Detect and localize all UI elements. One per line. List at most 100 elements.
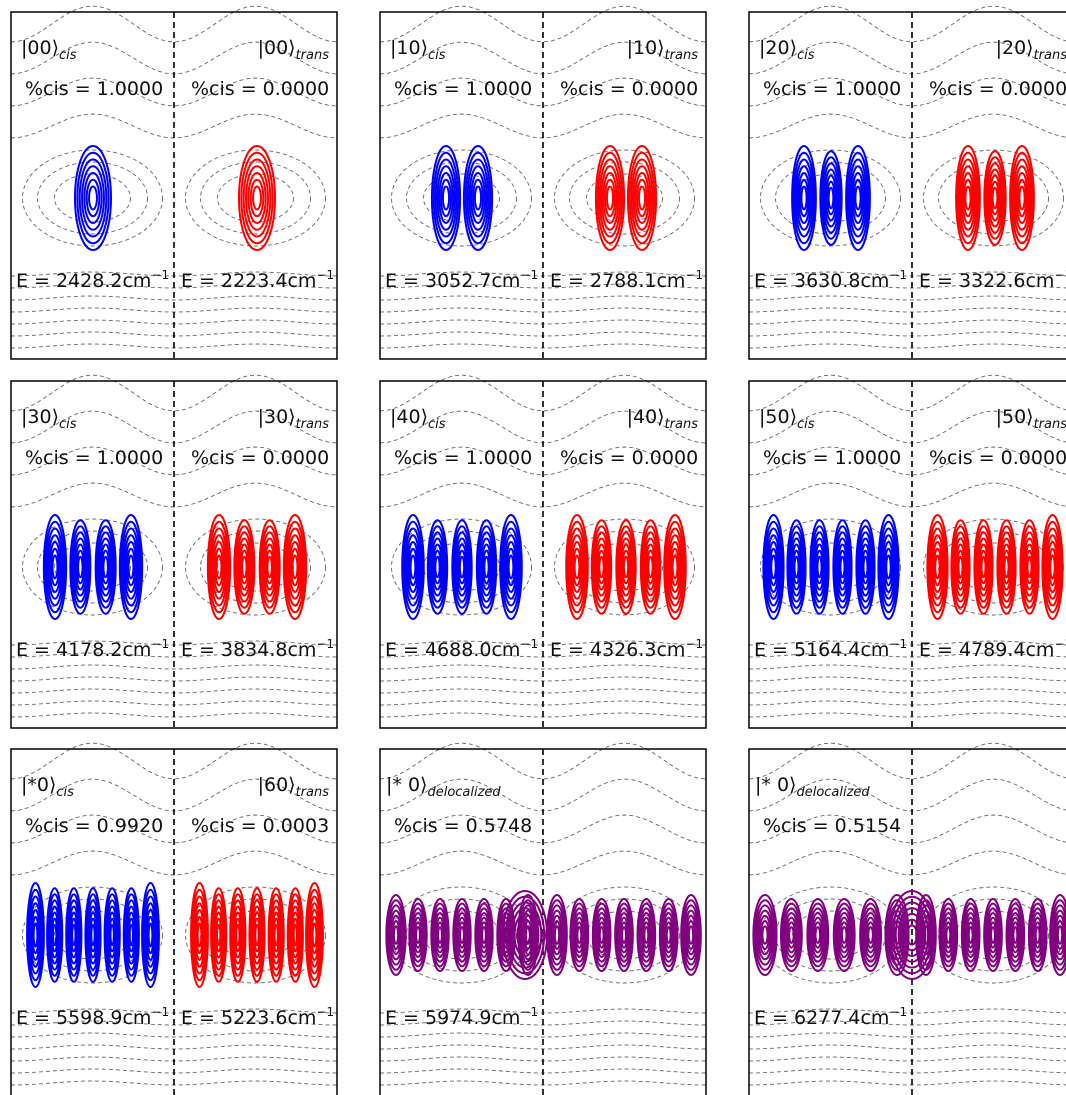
wavefunction-contour — [69, 519, 92, 615]
wavefunction-contour — [1021, 531, 1038, 603]
wavefunction-contour — [791, 145, 817, 251]
wavefunction-contour — [765, 527, 782, 607]
percent-cis: %cis = 0.5748 — [394, 815, 532, 837]
wavefunction-contour — [950, 519, 971, 615]
potential-contour-bottom — [10, 307, 338, 313]
wavefunction-contour — [621, 549, 631, 585]
wavefunction-contour — [500, 520, 522, 614]
wavefunction-contour — [665, 926, 672, 944]
wavefunction-contour — [432, 907, 448, 963]
wavefunction-contour — [548, 904, 566, 966]
wavefunction-contour — [986, 912, 1000, 958]
wavefunction-contour — [569, 898, 590, 972]
wavefunction-contour — [426, 519, 449, 615]
potential-contour-bottom — [748, 712, 1066, 718]
wavefunction-contour — [865, 921, 876, 949]
wavefunction-contour — [856, 525, 875, 609]
wavefunction-contour — [889, 890, 935, 980]
wavefunction-contour — [759, 920, 771, 950]
wavefunction-contour — [598, 926, 605, 944]
wavefunction-contour — [570, 902, 589, 968]
wavefunction-contour — [95, 525, 116, 609]
wavefunction-contour — [507, 554, 515, 580]
wavefunction-contour — [27, 888, 44, 982]
wavefunction-contour — [794, 158, 814, 238]
state-label-cis: |*0⟩cis — [21, 774, 74, 800]
potential-contour-bottom — [10, 295, 338, 301]
potential-well-contour — [37, 161, 148, 235]
wavefunction-contour — [788, 926, 795, 944]
potential-well-contour — [554, 149, 695, 247]
wavefunction-contour — [481, 926, 487, 944]
wavefunction-contour — [521, 909, 535, 961]
wavefunction-contour — [667, 534, 683, 600]
wavefunction-contour — [76, 151, 110, 245]
potential-well-contour — [760, 149, 901, 247]
wavefunction-contour — [1013, 165, 1031, 231]
wavefunction-contour — [834, 531, 851, 603]
wavefunction-contour — [215, 554, 223, 580]
state-label-cis: |40⟩cis — [390, 406, 446, 432]
panel-frame — [748, 11, 1066, 360]
wavefunction-contour — [964, 185, 972, 211]
potential-well-contour — [200, 161, 311, 235]
wavefunction-contour — [939, 902, 958, 968]
energy-trans: E = 2788.1cm−1 — [550, 268, 703, 292]
wavefunction-contour — [453, 531, 471, 603]
wavefunction-contour — [120, 520, 142, 614]
wavefunction-contour — [408, 898, 428, 972]
wavefunction-contour — [254, 923, 260, 947]
potential-well-contour — [54, 173, 131, 223]
wavefunction-contour — [863, 912, 878, 958]
wavefunction-contour — [885, 554, 892, 580]
wavefunction-contour — [752, 894, 778, 976]
wavefunction-contour — [687, 925, 695, 945]
wavefunction-contour — [636, 898, 657, 972]
potential-contour-bottom — [379, 676, 707, 682]
wavefunction-contour — [822, 162, 840, 234]
wavefunction-contour — [636, 178, 648, 218]
energy-trans: E = 4789.4cm−1 — [919, 637, 1066, 661]
wavefunction-contour — [430, 898, 450, 972]
potential-well-contour — [22, 886, 163, 984]
wavefunction-contour — [431, 543, 444, 591]
wavefunction-contour — [457, 921, 467, 949]
potential-well-contour — [938, 161, 1049, 235]
wavefunction-contour — [478, 531, 495, 603]
wavefunction-contour — [476, 907, 492, 963]
state-label-trans: |00⟩trans — [258, 37, 330, 63]
wavefunction-contour — [569, 534, 585, 600]
wavefunction-contour — [614, 898, 634, 972]
wavefunction-contour — [941, 912, 955, 958]
wavefunction-contour — [405, 534, 421, 600]
wavefunction-contour — [959, 165, 977, 231]
wavefunction-contour — [306, 888, 323, 982]
wavefunction-contour — [196, 922, 203, 948]
wavefunction-contour — [791, 543, 802, 591]
panel-8: |* 0⟩delocalized %cis = 0.5748 E = 5974.9c… — [379, 742, 707, 1095]
wavefunction-contour — [951, 525, 970, 609]
wavefunction-contour — [1009, 145, 1035, 251]
potential-contour-bottom — [379, 664, 707, 670]
wavefunction-contour — [74, 145, 112, 251]
wavefunction-contour — [121, 527, 141, 607]
panel-5: |40⟩cis |40⟩trans %cis = 1.0000 %cis = 0.00… — [379, 374, 707, 729]
wavefunction-contour — [858, 537, 873, 597]
wavefunction-contour — [478, 916, 490, 954]
wavefunction-contour — [432, 151, 460, 245]
panel-6: |50⟩cis |50⟩trans %cis = 1.0000 %cis = 0.00… — [748, 374, 1066, 729]
percent-cis-left: %cis = 1.0000 — [25, 447, 163, 469]
wavefunction-contour — [641, 525, 660, 609]
wavefunction-contour — [956, 549, 965, 585]
wavefunction-contour — [190, 882, 209, 988]
wavefunction-contour — [862, 555, 869, 579]
wavefunction-contour — [1011, 921, 1020, 949]
energy-cis: E = 5164.4cm−1 — [754, 637, 907, 661]
wavefunction-contour — [144, 902, 157, 968]
wavefunction-contour — [310, 915, 319, 955]
wavefunction-contour — [128, 923, 135, 947]
energy-cis: E = 2428.2cm−1 — [16, 268, 169, 292]
wavefunction-contour — [990, 926, 996, 944]
wavefunction-contour — [598, 158, 622, 238]
